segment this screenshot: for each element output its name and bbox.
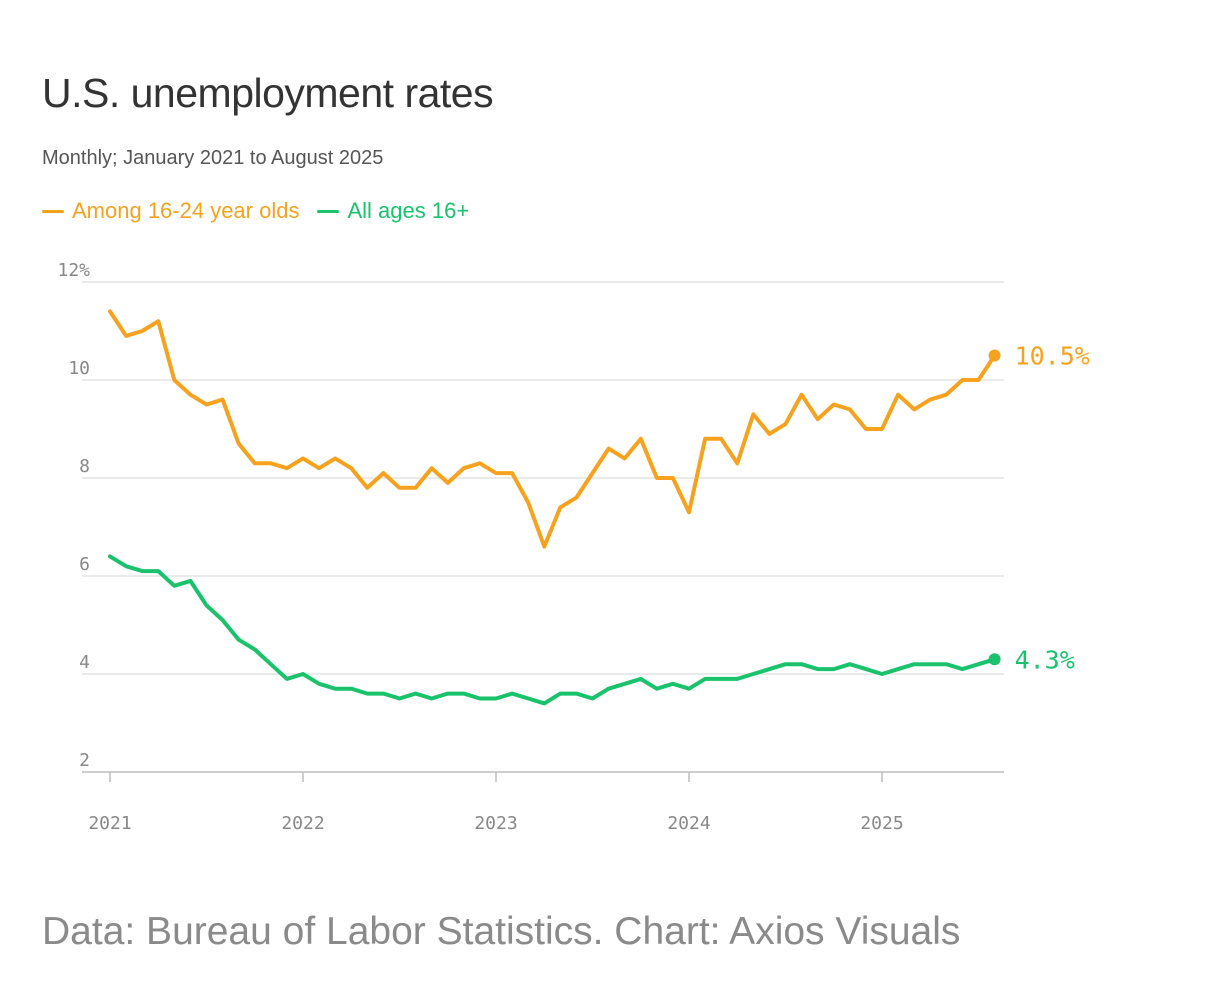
- legend-item-all: All ages 16+: [317, 198, 469, 224]
- chart-subtitle: Monthly; January 2021 to August 2025: [42, 147, 384, 169]
- y-tick-label-4: 4: [79, 652, 90, 673]
- y-tick-label-12: 12%: [57, 260, 90, 281]
- end-point-all: [988, 653, 1001, 666]
- legend-label-all: All ages 16+: [347, 198, 470, 223]
- x-tick-label-2025: 2025: [860, 813, 903, 834]
- end-label-all: 4.3%: [1015, 645, 1075, 674]
- legend: Among 16-24 year olds All ages 16+: [42, 198, 469, 224]
- legend-label-youth: Among 16-24 year olds: [72, 198, 300, 223]
- legend-item-youth: Among 16-24 year olds: [42, 198, 299, 224]
- y-tick-label-8: 8: [79, 456, 90, 477]
- series-line-all: [108, 554, 997, 706]
- legend-swatch-all: [317, 209, 340, 213]
- y-tick-label-6: 6: [79, 554, 90, 575]
- chart-title: U.S. unemployment rates: [42, 70, 494, 116]
- x-tick-label-2024: 2024: [667, 813, 710, 834]
- x-tick-label-2022: 2022: [281, 813, 324, 834]
- series-line-youth: [108, 309, 997, 549]
- end-point-youth: [988, 349, 1001, 362]
- end-label-youth: 10.5%: [1015, 342, 1090, 371]
- y-tick-label-10: 10: [68, 358, 90, 379]
- y-tick-label-2: 2: [79, 750, 90, 771]
- x-tick-label-2023: 2023: [474, 813, 517, 834]
- source-note: Data: Bureau of Labor Statistics. Chart:…: [42, 910, 961, 953]
- x-tick-label-2021: 2021: [88, 813, 131, 834]
- legend-swatch-youth: [42, 209, 64, 213]
